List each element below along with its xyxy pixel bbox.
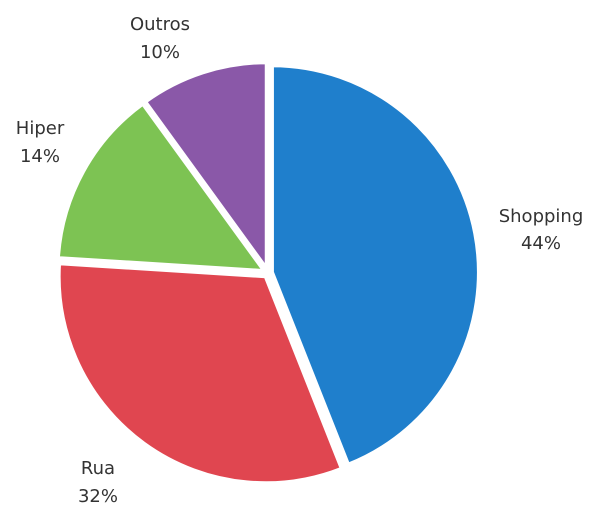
label-hiper: Hiper 14% [16,118,65,167]
label-hiper-name: Hiper [16,118,65,139]
pie-slice-hiper [55,101,267,274]
label-outros: Outros 10% [130,14,190,63]
pie-slices [55,60,481,486]
label-hiper-value: 14% [20,146,60,167]
label-rua-value: 32% [78,486,118,507]
label-shopping-name: Shopping [499,206,584,227]
label-rua: Rua 32% [78,458,118,507]
label-outros-value: 10% [140,42,180,63]
label-shopping: Shopping 44% [499,206,584,254]
label-outros-name: Outros [130,14,190,35]
pie-slice-shopping [269,63,481,467]
pie-slice-outros [143,60,269,272]
label-rua-name: Rua [81,458,115,479]
pie-slice-rua [56,261,344,486]
label-shopping-value: 44% [521,233,561,254]
